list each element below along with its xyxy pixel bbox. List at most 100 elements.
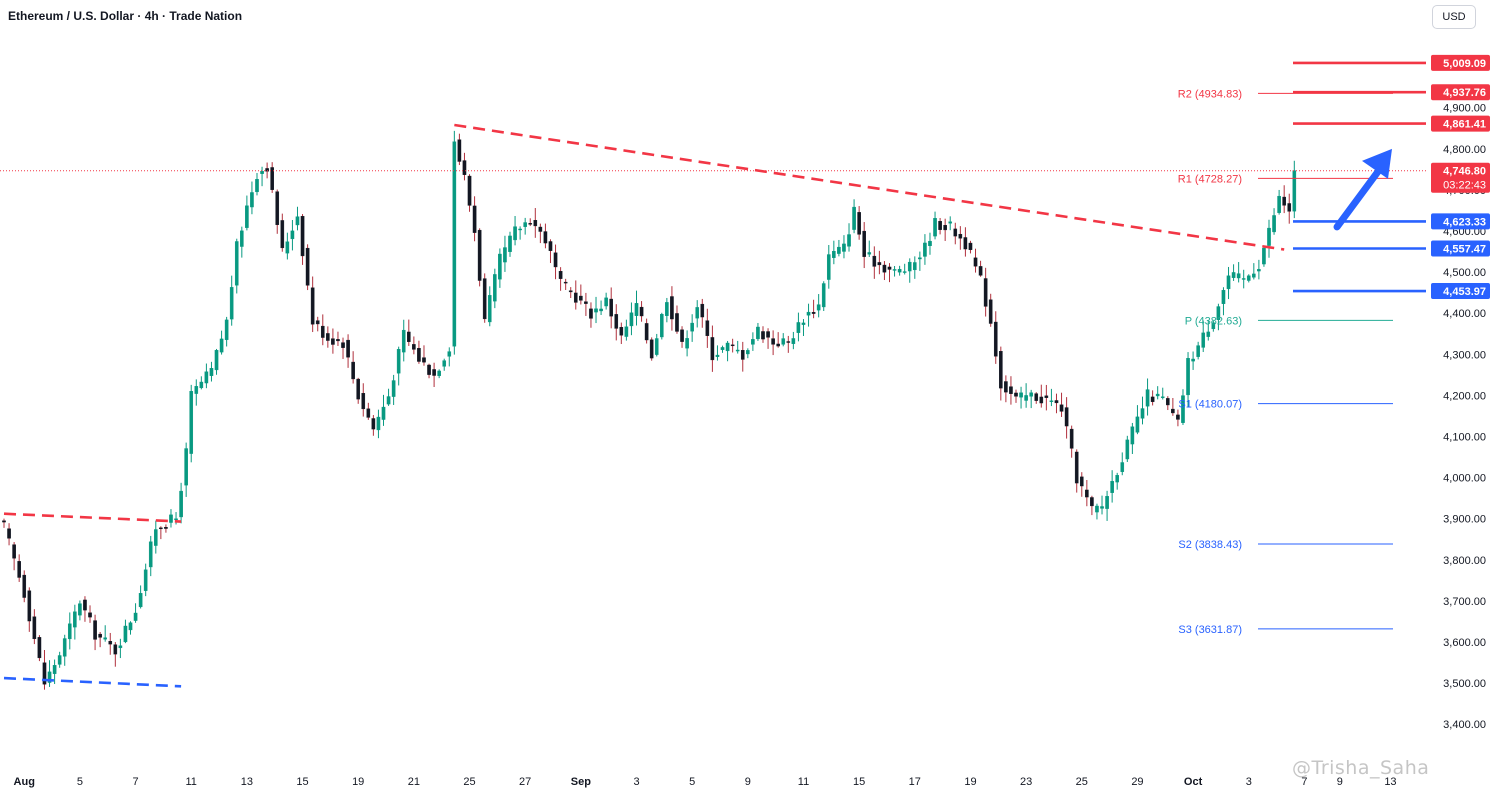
x-tick-label: Sep	[571, 776, 591, 788]
candle	[594, 308, 598, 313]
candle	[356, 378, 361, 400]
candle	[629, 312, 634, 327]
y-tick-label: 3,900.00	[1443, 514, 1486, 526]
y-tick-label: 4,500.00	[1443, 267, 1486, 279]
candle	[1140, 408, 1145, 419]
candle	[1090, 497, 1094, 507]
pivot-label: R2 (4934.83)	[1178, 88, 1242, 100]
candle	[98, 633, 102, 638]
candle	[305, 247, 310, 286]
candle	[609, 298, 613, 317]
candle	[401, 329, 406, 353]
candle	[639, 306, 644, 317]
candle	[862, 230, 866, 257]
candle	[310, 287, 315, 325]
candle	[543, 231, 548, 244]
candle	[938, 221, 942, 230]
candle	[255, 179, 259, 193]
candle	[730, 344, 735, 347]
candle	[270, 167, 274, 190]
candle	[32, 616, 37, 640]
candle	[371, 418, 376, 430]
x-tick-label: Aug	[14, 776, 35, 788]
candle	[341, 342, 345, 348]
candle	[700, 303, 705, 318]
candle	[538, 226, 543, 232]
candle	[528, 223, 533, 225]
candle	[1019, 392, 1023, 398]
candle	[973, 257, 978, 267]
candle	[1095, 505, 1099, 513]
candle	[857, 212, 861, 235]
candle	[680, 329, 684, 342]
candle	[1181, 395, 1185, 423]
candle	[913, 262, 917, 271]
candle	[204, 371, 209, 384]
candle	[725, 342, 730, 352]
candle	[1231, 272, 1236, 278]
x-tick-label: 25	[463, 776, 475, 788]
candle	[781, 338, 786, 345]
candle	[1069, 428, 1074, 449]
x-tick-label: 15	[296, 776, 308, 788]
candle	[366, 408, 371, 418]
y-tick-label: 3,500.00	[1443, 678, 1486, 690]
candle	[1287, 203, 1292, 212]
candle	[67, 623, 72, 640]
candle	[533, 220, 538, 227]
candle	[999, 351, 1003, 389]
countdown-label: 03:22:43	[1443, 180, 1486, 192]
x-tick-label: 17	[909, 776, 921, 788]
y-tick-label: 4,900.00	[1443, 103, 1486, 115]
candle	[1085, 489, 1089, 498]
candle	[897, 268, 902, 273]
candle	[573, 292, 578, 303]
candle	[1130, 426, 1135, 445]
candle	[457, 139, 462, 162]
candle	[133, 612, 138, 621]
candle	[1160, 396, 1165, 398]
candle	[1059, 404, 1064, 412]
candle	[467, 175, 472, 206]
candle	[852, 206, 856, 230]
candle	[923, 242, 927, 257]
candle	[786, 341, 791, 343]
candle	[604, 297, 608, 307]
candle	[978, 266, 983, 276]
candle	[432, 369, 436, 376]
candle	[477, 229, 482, 281]
resistance-tag-label: 5,009.09	[1443, 58, 1486, 70]
candle	[336, 339, 340, 342]
candle	[214, 350, 219, 371]
candle	[988, 299, 993, 324]
candle	[93, 620, 97, 640]
candle	[634, 303, 639, 316]
candle	[553, 252, 558, 268]
candle	[88, 612, 92, 618]
candle	[123, 625, 128, 643]
candle	[690, 322, 694, 332]
candle	[766, 331, 770, 338]
candle	[599, 308, 603, 312]
y-tick-label: 4,800.00	[1443, 144, 1486, 156]
candle	[108, 641, 113, 645]
candle	[589, 308, 593, 319]
candle	[1176, 414, 1180, 420]
currency-selector[interactable]: USD	[1432, 5, 1476, 29]
candle	[675, 313, 679, 332]
candle	[437, 370, 441, 377]
candle	[1014, 392, 1018, 397]
candle	[867, 252, 872, 255]
candle	[751, 339, 755, 345]
x-tick-label: 15	[853, 776, 865, 788]
candle	[654, 338, 659, 355]
resistance-tag-label: 4,937.76	[1443, 87, 1486, 99]
candle	[1267, 227, 1271, 246]
candle	[558, 270, 563, 279]
x-tick-label: 23	[1020, 776, 1032, 788]
candle	[351, 361, 355, 380]
candle	[209, 368, 214, 376]
projection-arrow-head	[1362, 148, 1392, 179]
candle	[12, 544, 16, 559]
